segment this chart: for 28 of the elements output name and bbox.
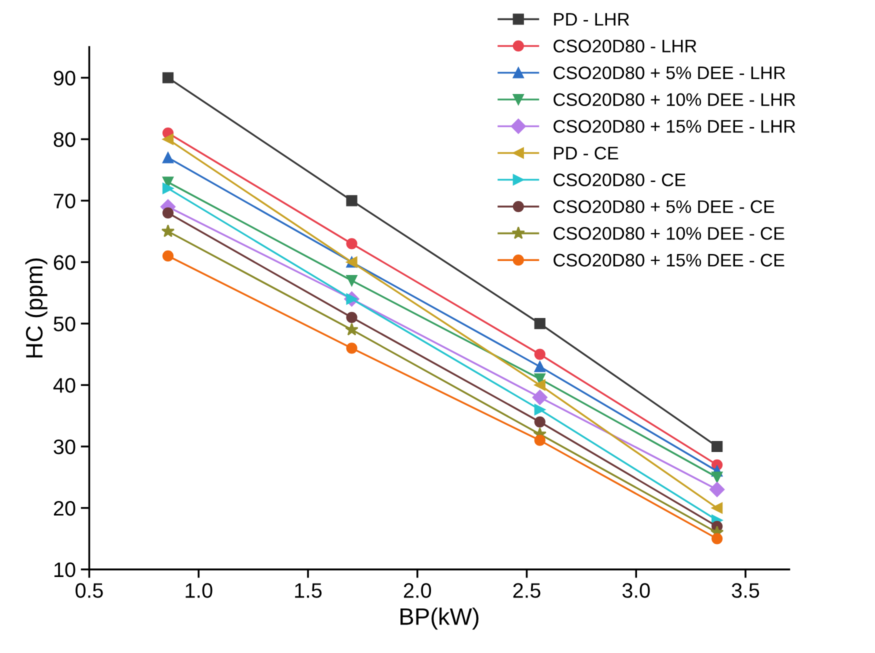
x-tick-label: 0.5: [76, 583, 103, 598]
x-tick-label: 2.5: [513, 583, 540, 598]
legend-label: CSO20D80 + 5% DEE - CE: [554, 200, 774, 214]
legend-label: PD - LHR: [554, 13, 630, 26]
y-tick-label: 70: [54, 194, 76, 208]
legend-label: CSO20D80 - LHR: [554, 40, 696, 52]
x-tick-label: 1.5: [295, 583, 322, 598]
legend-label: PD - CE: [554, 146, 618, 160]
legend-label: CSO20D80 + 10% DEE - LHR: [554, 93, 796, 106]
y-tick-label: 90: [54, 70, 76, 86]
legend-label: CSO20D80 + 15% DEE - LHR: [554, 120, 796, 133]
y-tick-label: 30: [54, 440, 76, 454]
y-tick-label: 10: [54, 562, 76, 578]
x-tick-label: 1.0: [186, 583, 212, 598]
x-tick-label: 3.5: [732, 583, 760, 598]
x-tick-label: 2.0: [404, 583, 432, 598]
y-axis-title: HC (ppm): [25, 258, 48, 358]
legend-label: CSO20D80 - CE: [554, 173, 686, 186]
y-tick-label: 80: [54, 132, 76, 147]
y-tick-label: 20: [54, 500, 76, 516]
x-tick-label: 3.0: [622, 583, 650, 598]
legend-label: CSO20D80 + 15% DEE - CE: [554, 254, 784, 267]
legend-label: CSO20D80 + 10% DEE - CE: [554, 227, 784, 240]
y-tick-label: 40: [53, 378, 76, 393]
x-axis-title: BP(kW): [400, 608, 478, 630]
y-tick-label: 60: [54, 255, 76, 270]
y-tick-label: 50: [54, 316, 76, 332]
legend-label: CSO20D80 + 5% DEE - LHR: [554, 66, 786, 80]
